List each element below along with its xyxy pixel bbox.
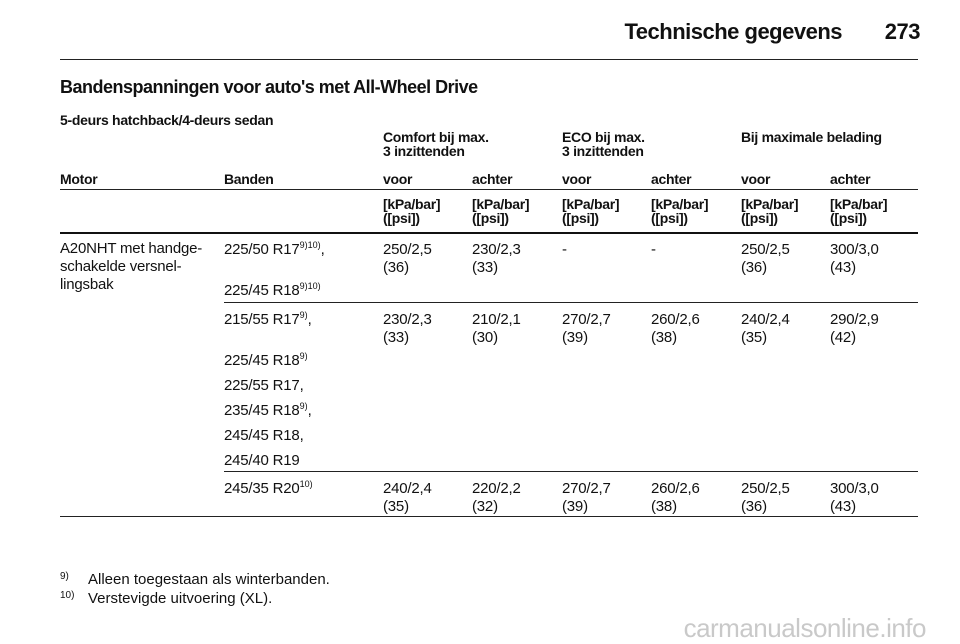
column-header-achter: achter [830, 171, 871, 187]
pressure-value: 230/2,3 [472, 241, 521, 258]
watermark-text: carmanualsonline.info [683, 613, 927, 643]
pressure-psi: (36) [383, 259, 409, 276]
pressure-value: 260/2,6 [651, 480, 700, 497]
section-title: Bandenspanningen voor auto's met All-Whe… [60, 77, 478, 97]
column-header-banden: Banden [224, 171, 274, 187]
pressure-psi: (33) [383, 329, 409, 346]
unit-header-kpa-bar: [kPa/bar] [741, 196, 799, 212]
pressure-value: 300/3,0 [830, 480, 879, 497]
motor-name-line1: A20NHT met handge- [60, 240, 203, 257]
unit-header-kpa-bar: [kPa/bar] [562, 196, 620, 212]
unit-header-psi: ([psi]) [830, 210, 867, 226]
column-header-achter: achter [651, 171, 692, 187]
pressure-psi: (35) [383, 498, 409, 515]
group-header-comfort-line2: 3 inzittenden [383, 143, 465, 159]
group-header-eco-line2: 3 inzittenden [562, 143, 644, 159]
motor-name-line2: schakelde versnel- [60, 258, 182, 275]
pressure-value: 240/2,4 [741, 311, 790, 328]
pressure-value: 300/3,0 [830, 241, 879, 258]
pressure-value: 210/2,1 [472, 311, 521, 328]
header-body-divider [60, 232, 918, 234]
pressure-value: 220/2,2 [472, 480, 521, 497]
unit-header-kpa-bar: [kPa/bar] [383, 196, 441, 212]
pressure-value: - [651, 241, 656, 258]
pressure-value: 270/2,7 [562, 311, 611, 328]
tyre-size: 225/45 R189) [224, 351, 308, 369]
unit-header-psi: ([psi]) [383, 210, 420, 226]
unit-header-kpa-bar: [kPa/bar] [830, 196, 888, 212]
pressure-psi: (30) [472, 329, 498, 346]
pressure-value: 230/2,3 [383, 311, 432, 328]
row-divider [224, 302, 918, 303]
pressure-psi: (39) [562, 329, 588, 346]
header-divider [60, 59, 918, 60]
pressure-psi: (35) [741, 329, 767, 346]
tyre-size: 245/45 R18, [224, 427, 304, 444]
column-header-achter: achter [472, 171, 513, 187]
pressure-value: 250/2,5 [383, 241, 432, 258]
table-subtitle: 5-deurs hatchback/4-deurs sedan [60, 112, 274, 128]
pressure-psi: (39) [562, 498, 588, 515]
footnote-marker: 9) [60, 571, 69, 582]
pressure-value: 250/2,5 [741, 480, 790, 497]
tyre-size: 225/45 R189)10) [224, 281, 321, 299]
page-number: 273 [884, 19, 921, 44]
pressure-psi: (38) [651, 498, 677, 515]
tyre-size: 245/35 R2010) [224, 479, 313, 497]
column-header-voor: voor [383, 171, 413, 187]
pressure-value: 270/2,7 [562, 480, 611, 497]
pressure-psi: (43) [830, 259, 856, 276]
footnote-text: Alleen toegestaan als winterbanden. [88, 571, 330, 588]
column-header-motor: Motor [60, 171, 98, 187]
pressure-value: 250/2,5 [741, 241, 790, 258]
tyre-size: 245/40 R19 [224, 452, 300, 469]
pressure-value: 290/2,9 [830, 311, 879, 328]
row-divider [224, 471, 918, 472]
unit-header-kpa-bar: [kPa/bar] [651, 196, 709, 212]
column-header-voor: voor [562, 171, 592, 187]
unit-header-psi: ([psi]) [472, 210, 509, 226]
group-header-comfort-line1: Comfort bij max. [383, 129, 489, 145]
pressure-psi: (36) [741, 498, 767, 515]
group-header-max-load: Bij maximale belading [741, 129, 882, 145]
unit-header-psi: ([psi]) [651, 210, 688, 226]
pressure-value: 240/2,4 [383, 480, 432, 497]
column-header-voor: voor [741, 171, 771, 187]
tyre-size: 225/50 R179)10), [224, 240, 325, 258]
page-header-title: Technische gegevens [624, 19, 842, 44]
table-bottom-rule [60, 516, 918, 517]
unit-header-psi: ([psi]) [741, 210, 778, 226]
pressure-psi: (33) [472, 259, 498, 276]
header-row-divider [60, 189, 918, 190]
group-header-eco-line1: ECO bij max. [562, 129, 645, 145]
tyre-size: 235/45 R189), [224, 401, 312, 419]
unit-header-kpa-bar: [kPa/bar] [472, 196, 530, 212]
pressure-psi: (36) [741, 259, 767, 276]
footnote-text: Verstevigde uitvoering (XL). [88, 590, 273, 607]
pressure-psi: (43) [830, 498, 856, 515]
motor-name-line3: lingsbak [60, 276, 114, 293]
pressure-psi: (38) [651, 329, 677, 346]
pressure-psi: (42) [830, 329, 856, 346]
pressure-value: - [562, 241, 567, 258]
unit-header-psi: ([psi]) [562, 210, 599, 226]
tyre-size: 225/55 R17, [224, 377, 304, 394]
footnote-marker: 10) [60, 590, 75, 601]
tyre-size: 215/55 R179), [224, 310, 312, 328]
pressure-psi: (32) [472, 498, 498, 515]
pressure-value: 260/2,6 [651, 311, 700, 328]
